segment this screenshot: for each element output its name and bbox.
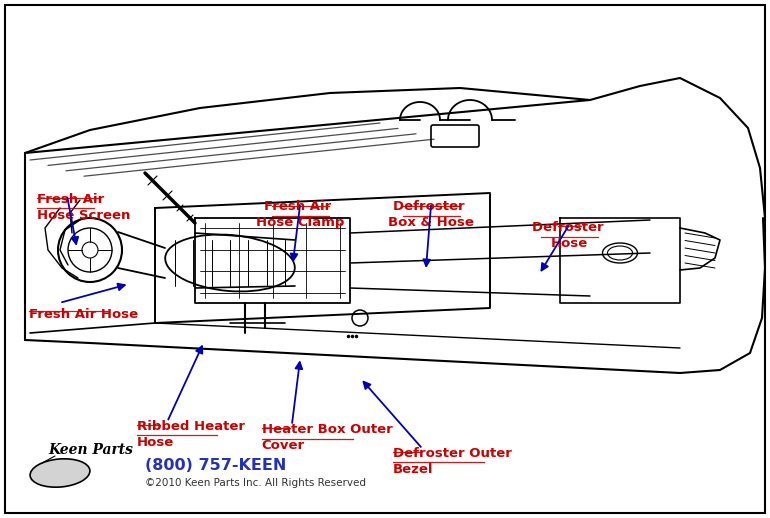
Text: Ribbed Heater 
Hose: Ribbed Heater Hose — [137, 420, 249, 449]
Text: Heater Box Outer
Cover: Heater Box Outer Cover — [262, 423, 393, 452]
Text: Fresh Air Hose: Fresh Air Hose — [29, 308, 139, 322]
Text: Fresh Air 
Hose Clamp: Fresh Air Hose Clamp — [256, 200, 344, 229]
Text: (800) 757-KEEN: (800) 757-KEEN — [145, 458, 286, 473]
Text: Keen Parts: Keen Parts — [48, 443, 133, 457]
Ellipse shape — [30, 459, 90, 487]
Text: Defroster Outer 
Bezel: Defroster Outer Bezel — [393, 447, 516, 476]
Text: Defroster 
Hose: Defroster Hose — [531, 221, 608, 250]
Text: ©2010 Keen Parts Inc. All Rights Reserved: ©2010 Keen Parts Inc. All Rights Reserve… — [145, 478, 366, 488]
Text: Defroster 
Box & Hose: Defroster Box & Hose — [388, 200, 474, 229]
Text: Fresh Air 
Hose Screen: Fresh Air Hose Screen — [37, 193, 130, 222]
